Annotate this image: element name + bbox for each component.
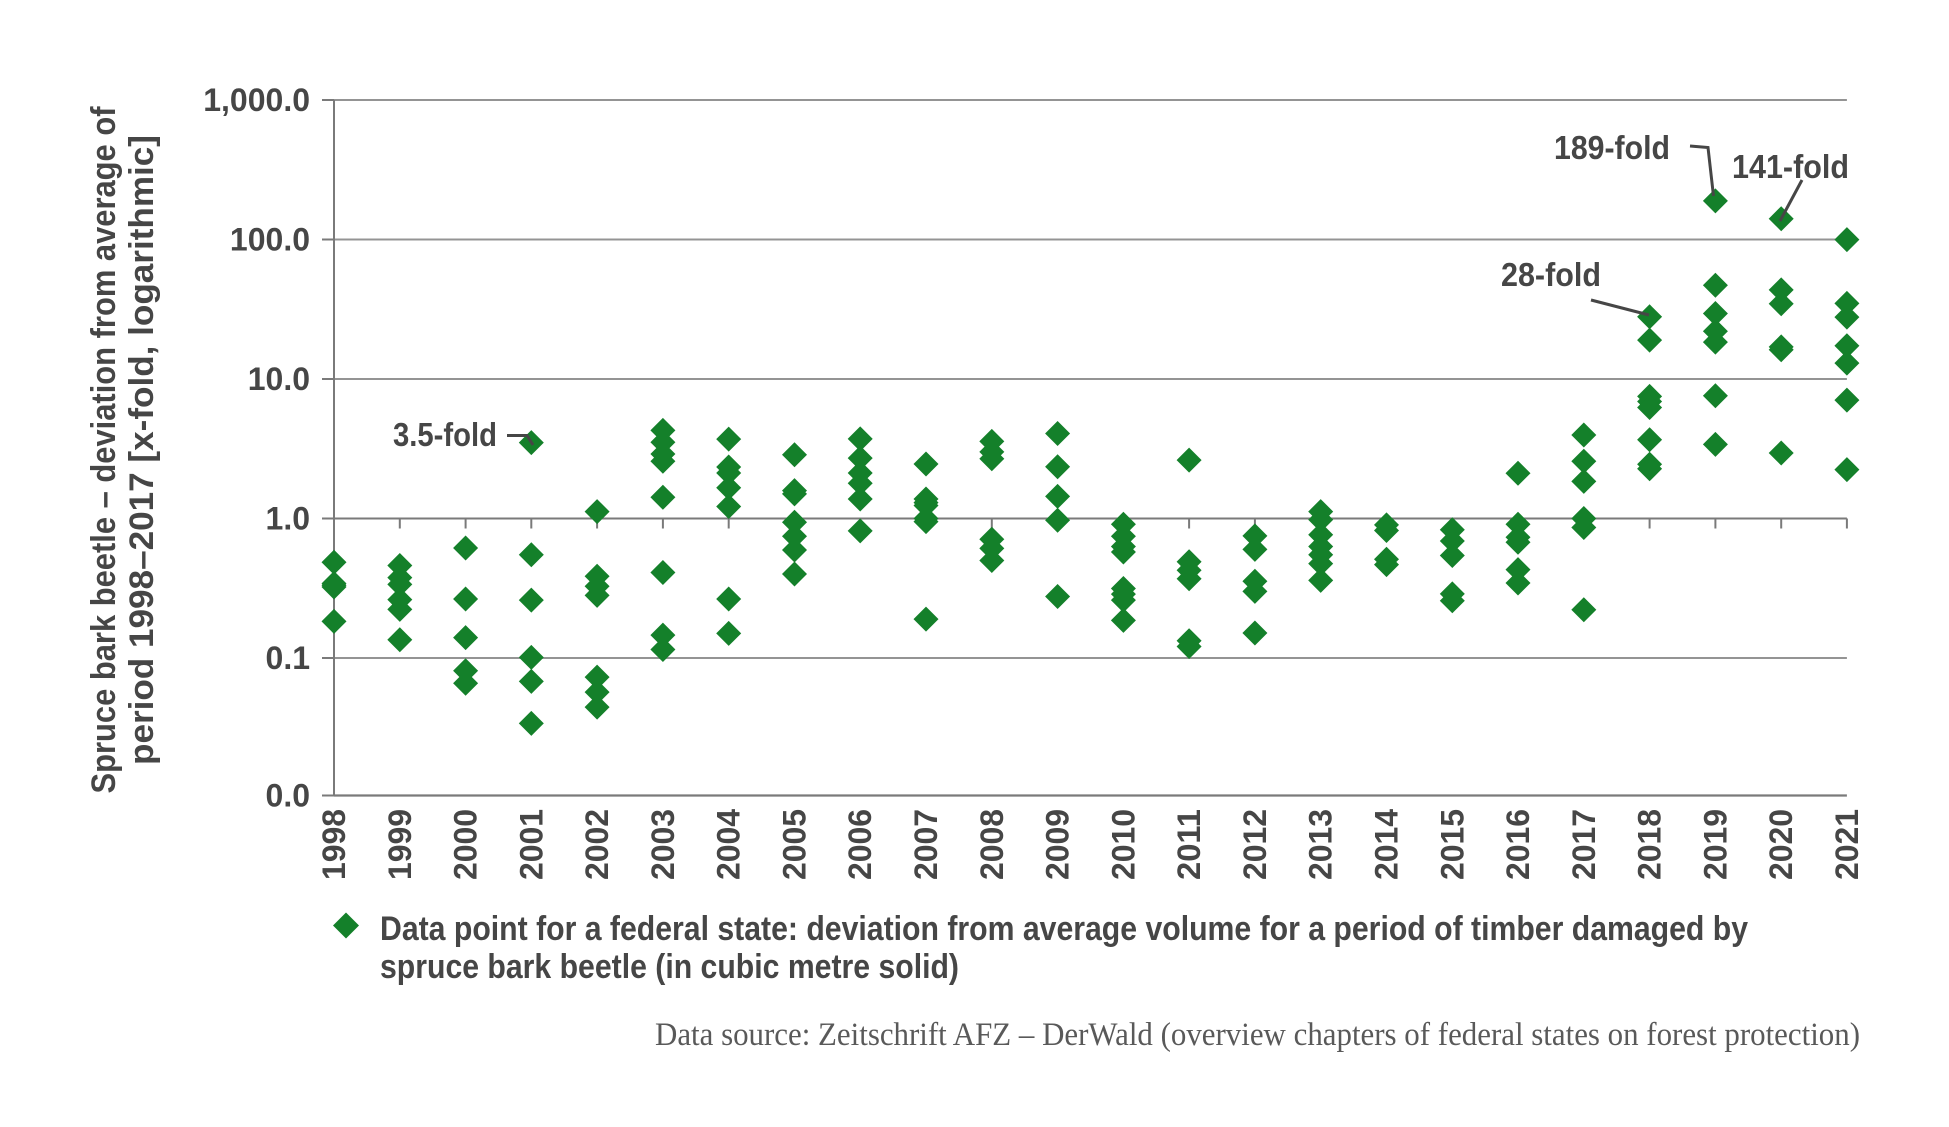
svg-text:28-fold: 28-fold xyxy=(1501,256,1601,293)
svg-text:141-fold: 141-fold xyxy=(1732,148,1849,185)
svg-text:2019: 2019 xyxy=(1697,809,1733,880)
svg-text:2011: 2011 xyxy=(1171,809,1207,880)
svg-text:100.0: 100.0 xyxy=(230,222,310,258)
svg-text:2001: 2001 xyxy=(513,809,549,880)
svg-text:2021: 2021 xyxy=(1829,809,1865,880)
svg-text:Data point for a federal state: Data point for a federal state: deviatio… xyxy=(380,910,1748,948)
svg-text:2010: 2010 xyxy=(1105,809,1141,880)
svg-text:3.5-fold: 3.5-fold xyxy=(393,416,497,453)
svg-text:2003: 2003 xyxy=(645,809,681,880)
svg-text:Data source: Zeitschrift AFZ –: Data source: Zeitschrift AFZ – DerWald (… xyxy=(655,1017,1860,1053)
svg-text:2002: 2002 xyxy=(579,809,615,880)
svg-text:2006: 2006 xyxy=(842,809,878,880)
svg-text:0.1: 0.1 xyxy=(266,640,310,676)
svg-text:189-fold: 189-fold xyxy=(1554,129,1670,166)
svg-text:2000: 2000 xyxy=(448,809,484,880)
svg-text:1998: 1998 xyxy=(316,809,352,880)
svg-text:1999: 1999 xyxy=(382,809,418,880)
svg-text:2020: 2020 xyxy=(1763,809,1799,880)
svg-text:2015: 2015 xyxy=(1434,809,1470,880)
svg-text:Spruce bark beetle – deviation: Spruce bark beetle – deviation from aver… xyxy=(85,106,123,794)
svg-text:2007: 2007 xyxy=(908,809,944,880)
svg-text:2008: 2008 xyxy=(974,809,1010,880)
svg-text:2017: 2017 xyxy=(1566,809,1602,880)
svg-text:1,000.0: 1,000.0 xyxy=(203,82,310,118)
svg-text:0.0: 0.0 xyxy=(266,778,310,814)
svg-text:2014: 2014 xyxy=(1369,809,1405,880)
svg-text:2005: 2005 xyxy=(777,809,813,880)
svg-text:2012: 2012 xyxy=(1237,809,1273,880)
svg-text:1.0: 1.0 xyxy=(266,501,310,537)
svg-text:2018: 2018 xyxy=(1632,809,1668,880)
svg-text:2009: 2009 xyxy=(1040,809,1076,880)
svg-text:2016: 2016 xyxy=(1500,809,1536,880)
svg-text:period 1998–2017 [x-fold, loga: period 1998–2017 [x-fold, logarithmic] xyxy=(123,135,161,765)
svg-text:10.0: 10.0 xyxy=(248,361,310,397)
svg-text:2004: 2004 xyxy=(711,809,747,880)
svg-text:2013: 2013 xyxy=(1303,809,1339,880)
svg-text:spruce bark beetle (in cubic m: spruce bark beetle (in cubic metre solid… xyxy=(380,948,959,986)
